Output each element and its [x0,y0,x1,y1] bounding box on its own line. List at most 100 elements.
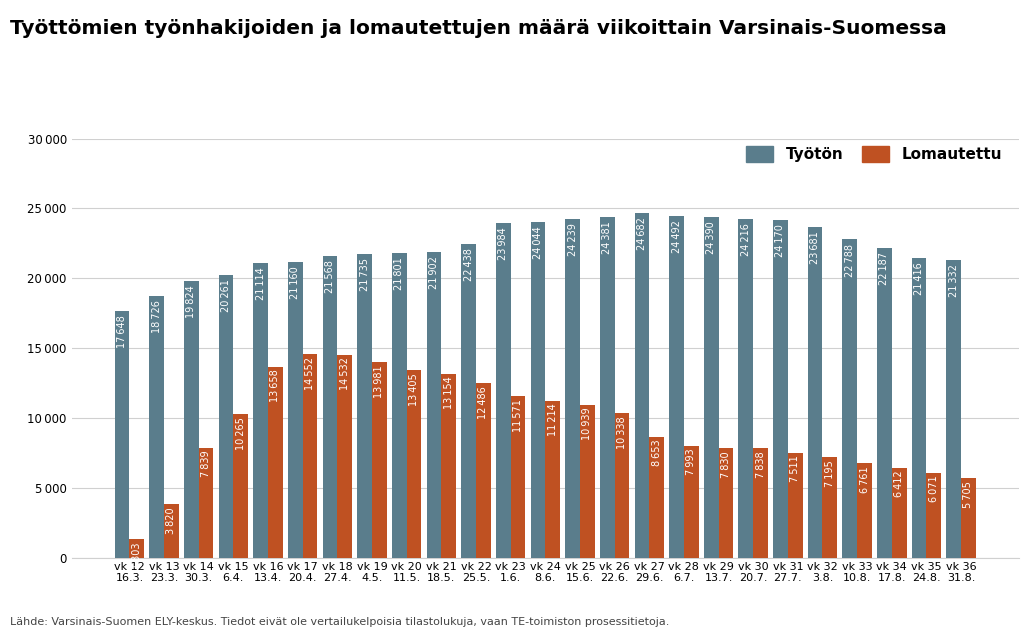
Bar [649,437,664,558]
Bar [878,248,892,558]
Text: 7 839: 7 839 [201,451,211,478]
Text: Työttömien työnhakijoiden ja lomautettujen määrä viikoittain Varsinais-Suomessa: Työttömien työnhakijoiden ja lomautettuj… [10,19,947,38]
Text: 21 416: 21 416 [914,263,924,295]
Bar [219,275,233,558]
Bar [357,254,372,558]
Bar [545,401,560,558]
Text: 13 658: 13 658 [270,370,281,403]
Text: 24 492: 24 492 [672,220,682,253]
Text: 21 801: 21 801 [394,257,404,290]
Bar [427,252,441,558]
Bar [164,504,179,558]
Text: 19 824: 19 824 [186,285,197,318]
Text: 7 830: 7 830 [721,451,731,478]
Text: 12 486: 12 486 [478,386,488,419]
Text: 24 170: 24 170 [775,224,785,257]
Text: 13 405: 13 405 [409,373,419,406]
Text: 6 071: 6 071 [929,476,939,502]
Text: 21 902: 21 902 [429,256,439,289]
Text: 7 838: 7 838 [756,451,766,478]
Text: 11 214: 11 214 [548,404,558,437]
Text: 22 187: 22 187 [880,252,890,285]
Legend: Työtön, Lomautettu: Työtön, Lomautettu [745,146,1001,162]
Text: 18 726: 18 726 [152,301,162,333]
Text: 14 532: 14 532 [340,357,350,390]
Bar [927,472,941,558]
Bar [476,383,490,558]
Text: 5 705: 5 705 [964,481,974,508]
Text: 24 239: 24 239 [567,223,578,256]
Bar [199,448,213,558]
Text: 22 788: 22 788 [845,244,855,277]
Bar [288,262,303,558]
Bar [461,244,476,558]
Text: 23 984: 23 984 [499,227,508,260]
Bar [184,281,199,558]
Text: 6 412: 6 412 [894,471,904,498]
Text: 24 044: 24 044 [532,226,543,259]
Bar [150,296,164,558]
Bar [614,413,630,558]
Bar [565,219,580,558]
Bar [511,396,525,558]
Bar [892,468,906,558]
Text: 21 735: 21 735 [359,258,370,291]
Bar [372,362,387,558]
Text: 10 265: 10 265 [236,417,246,450]
Bar [441,374,456,558]
Bar [669,215,684,558]
Text: 20 261: 20 261 [221,279,231,312]
Text: 22 438: 22 438 [464,248,474,281]
Text: 14 552: 14 552 [305,357,315,390]
Text: 23 681: 23 681 [810,231,820,264]
Bar [946,260,962,558]
Bar [808,227,822,558]
Bar [754,448,768,558]
Bar [303,354,317,558]
Bar [233,414,248,558]
Bar [773,220,787,558]
Bar [600,217,614,558]
Text: Lähde: Varsinais-Suomen ELY-keskus. Tiedot eivät ole vertailukelpoisia tilastolu: Lähde: Varsinais-Suomen ELY-keskus. Tied… [10,617,670,627]
Text: 7 195: 7 195 [825,460,835,486]
Text: 24 682: 24 682 [637,217,647,250]
Bar [253,263,268,558]
Text: 17 648: 17 648 [117,315,127,348]
Text: 24 381: 24 381 [602,221,612,254]
Bar [115,311,129,558]
Bar [719,448,733,558]
Bar [843,239,857,558]
Bar [530,222,546,558]
Bar [580,405,595,558]
Bar [962,478,976,558]
Bar [911,258,927,558]
Text: 7 511: 7 511 [791,455,800,482]
Bar [703,217,719,558]
Text: 13 154: 13 154 [443,377,454,410]
Bar [635,213,649,558]
Bar [129,539,144,558]
Text: 3 820: 3 820 [167,507,176,534]
Bar [496,222,511,558]
Text: 21 114: 21 114 [256,267,265,300]
Text: 6 761: 6 761 [859,466,869,493]
Text: 13 981: 13 981 [375,365,384,398]
Bar [738,219,754,558]
Bar [822,457,838,558]
Text: 10 939: 10 939 [583,408,592,440]
Text: 8 653: 8 653 [651,440,662,466]
Bar [407,370,422,558]
Bar [268,367,283,558]
Text: 10 338: 10 338 [616,416,627,449]
Bar [684,446,698,558]
Bar [857,463,871,558]
Text: 21 568: 21 568 [325,261,335,294]
Text: 24 390: 24 390 [707,221,716,254]
Text: 7 993: 7 993 [686,449,696,476]
Text: 21 160: 21 160 [291,266,300,299]
Bar [392,253,407,558]
Text: 21 332: 21 332 [948,264,958,297]
Text: 1 303: 1 303 [132,542,142,569]
Bar [787,453,803,558]
Bar [337,355,352,558]
